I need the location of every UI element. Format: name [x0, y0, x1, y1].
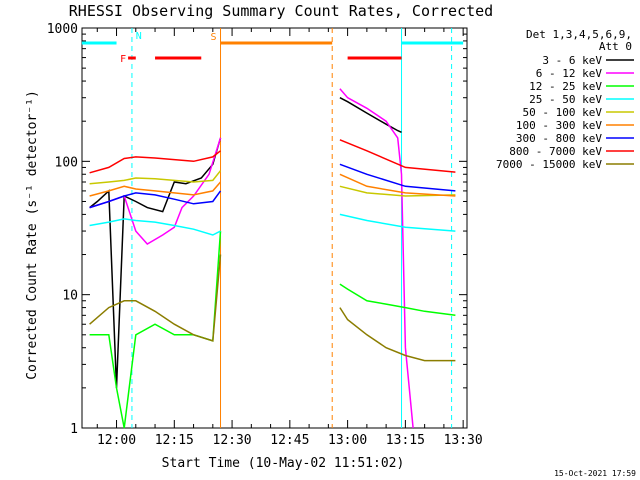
legend-entry-label: 6 - 12 keV [536, 67, 603, 80]
series-line [339, 88, 414, 429]
y-axis-label: Corrected Count Rate (s⁻¹ detector⁻¹) [25, 90, 40, 380]
legend-entry-label: 50 - 100 keV [523, 106, 603, 119]
legend-entry-label: 25 - 50 keV [529, 93, 602, 106]
series-line [89, 150, 221, 174]
flag-label: F [120, 54, 126, 65]
legend-entry-label: 12 - 25 keV [529, 80, 602, 93]
legend-entry-label: 100 - 300 keV [516, 119, 602, 132]
x-tick-label: 13:30 [444, 433, 483, 448]
y-tick-label: 1000 [47, 22, 78, 37]
series-line [339, 307, 456, 362]
x-axis-label: Start Time (10-May-02 11:51:02) [162, 456, 405, 471]
x-tick-label: 12:30 [213, 433, 252, 448]
x-tick-label: 12:45 [270, 433, 309, 448]
series-line [89, 231, 222, 429]
legend-entry-label: 800 - 7000 keV [509, 145, 602, 158]
y-axis: 1 10 100 1000 [47, 22, 467, 437]
series-line [89, 181, 222, 197]
x-axis: 12:00 12:15 12:30 12:45 13:00 13:15 13:30 [96, 28, 483, 448]
series-line [339, 213, 456, 232]
series-line [339, 139, 456, 173]
legend-header: Det 1,3,4,5,6,9, [526, 28, 632, 41]
series-line [339, 163, 456, 192]
x-tick-label: 13:15 [386, 433, 425, 448]
series-line [89, 254, 222, 342]
plot-area: N F S [81, 27, 468, 429]
legend-entry-label: 7000 - 15000 keV [496, 158, 602, 171]
series-line [89, 218, 221, 236]
plot-frame [81, 27, 468, 429]
series-line [339, 185, 456, 197]
chart-title: RHESSI Observing Summary Count Rates, Co… [69, 2, 493, 20]
series-line [89, 170, 222, 185]
x-tick-label: 12:00 [97, 433, 136, 448]
y-tick-label: 1 [70, 422, 78, 437]
x-tick-label: 12:15 [155, 433, 194, 448]
y-tick-label: 100 [55, 155, 78, 170]
y-tick-label: 10 [62, 289, 78, 304]
series-line [89, 190, 222, 209]
legend-header: Att 0 [599, 40, 632, 53]
series-line [339, 173, 456, 197]
flag-label: N [136, 31, 142, 42]
footer-timestamp: 15-Oct-2021 17:59 [554, 469, 636, 478]
series-line [339, 97, 402, 133]
series-line [89, 137, 222, 388]
flag-label: S [211, 32, 217, 43]
legend-entry-label: 300 - 800 keV [516, 132, 602, 145]
series-line [339, 283, 456, 317]
x-tick-label: 13:00 [328, 433, 367, 448]
legend-entry-label: 3 - 6 keV [542, 54, 602, 67]
